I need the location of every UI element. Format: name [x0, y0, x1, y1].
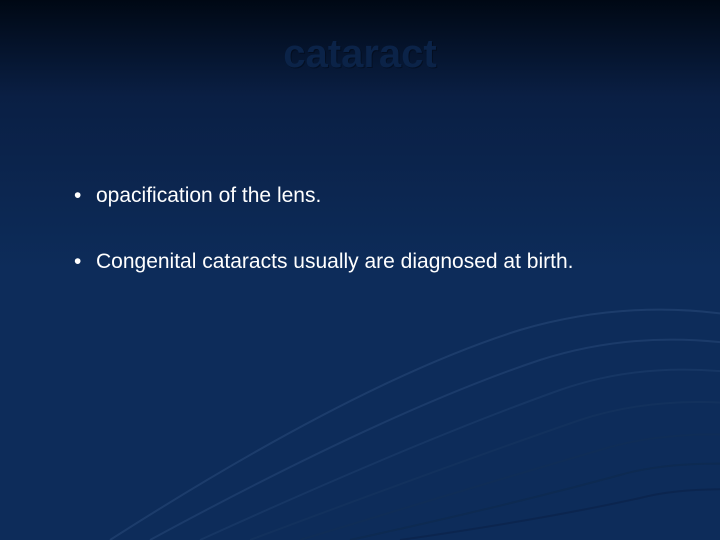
slide: cataract opacification of the lens. Cong… [0, 0, 720, 540]
slide-title: cataract [0, 32, 720, 77]
background-swoosh [0, 260, 720, 540]
bullet-item: Congenital cataracts usually are diagnos… [74, 250, 664, 274]
bullet-list: opacification of the lens. Congenital ca… [74, 184, 664, 274]
bullet-item: opacification of the lens. [74, 184, 664, 208]
